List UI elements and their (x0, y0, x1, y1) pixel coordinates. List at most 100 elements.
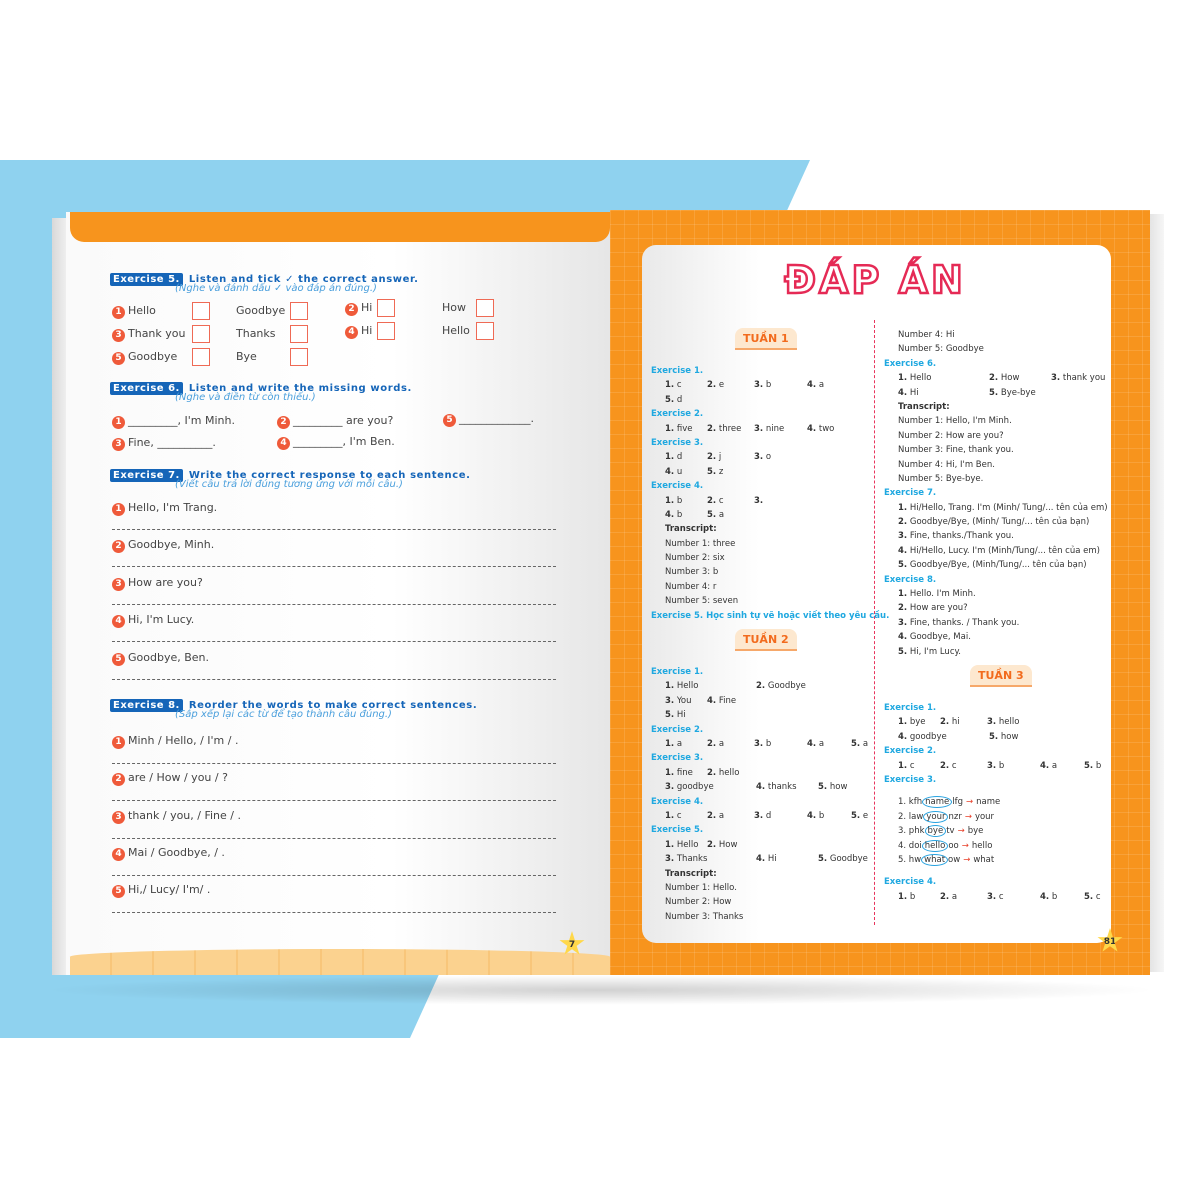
answer-line[interactable] (112, 641, 556, 642)
item-text: Thank you (128, 327, 186, 340)
item-text: Goodbye, Ben. (128, 651, 210, 664)
exercise-header: Exercise 8. Reorder the words to make cor… (110, 693, 477, 712)
reorder-item: 1 Minh / Hello, / I'm / . (112, 734, 238, 749)
number-badge: 3 (112, 578, 125, 591)
answer-item: 4. Fine (707, 695, 737, 706)
answer-row: 3. Thanks 4. Hi 5. Goodbye (651, 852, 871, 866)
fill-in-item: 3 Fine, __________. (112, 436, 216, 451)
answer-text: Number 3: Fine, thank you. (898, 445, 1014, 456)
reorder-item: 3 thank / you, / Fine / . (112, 809, 241, 824)
item-text: Hello (128, 304, 156, 317)
answer-row: 1. fine 2. hello (651, 766, 871, 780)
option-text: Hello (442, 324, 470, 337)
circled-word: hello (921, 839, 949, 852)
exercise-subtitle: (Viết câu trả lời đúng tương ứng với mỗi… (175, 479, 403, 490)
tick-checkbox[interactable] (290, 348, 308, 366)
exercise-header: Exercise 7. Write the correct response to… (110, 463, 471, 482)
answer-item: 1. five (665, 423, 693, 434)
item-number: 4. (898, 387, 908, 398)
item-number: 1. (898, 373, 908, 384)
answer-row: 1. d 2. j 3. o (651, 450, 871, 464)
tick-checkbox[interactable] (290, 302, 308, 320)
item-number: 4. (807, 810, 817, 821)
exercise-heading: Exercise 3. (651, 437, 704, 448)
item-number: 3. (987, 760, 997, 771)
answer-line[interactable] (112, 763, 556, 764)
number-badge: 1 (112, 503, 125, 516)
answer-item: 5. c (1084, 891, 1101, 902)
item-number: 4. (898, 632, 908, 643)
answer-item: 4. a (807, 738, 825, 749)
tick-checkbox[interactable] (192, 302, 210, 320)
exercise-heading: Exercise 2. (651, 409, 704, 420)
item-text: Mai / Goodbye, / . (128, 846, 225, 859)
answer-row: 1. c 2. a 3. d 4. b 5. e (651, 809, 871, 823)
item-number: 4. (756, 854, 766, 865)
item-number: 3. (754, 380, 764, 391)
answer-line[interactable] (112, 679, 556, 680)
answer-text: Number 1: Hello. (665, 882, 737, 893)
tick-checkbox[interactable] (476, 299, 494, 317)
answer-row: 1. Hello 2. How 3. thank you (884, 371, 1106, 385)
tick-checkbox[interactable] (377, 299, 395, 317)
week-heading: TUẦN 3 (884, 659, 1106, 701)
item-number: 4. (1040, 891, 1050, 902)
number-badge: 4 (277, 437, 290, 450)
tick-checkbox[interactable] (192, 325, 210, 343)
answer-item: 5. d (665, 394, 683, 405)
answer-line[interactable] (112, 566, 556, 567)
item-text: Hello, I'm Trang. (128, 501, 218, 514)
option-text: Bye (236, 350, 257, 363)
left-page-header-band (70, 212, 610, 242)
answer-line[interactable] (112, 604, 556, 605)
arrow-icon: → (957, 826, 965, 837)
found-word: your (974, 811, 995, 822)
exercise-heading: Exercise 2. (884, 746, 937, 757)
number-badge: 3 (112, 438, 125, 451)
left-page (66, 212, 610, 975)
answer-line[interactable] (112, 529, 556, 530)
item-number: 4. (1040, 760, 1050, 771)
exercise-subtitle: (Sắp xếp lại các từ để tạo thành câu đún… (175, 709, 392, 720)
fill-in-item: 5 _____________. (443, 412, 534, 427)
answer-item: 4. u (665, 466, 683, 477)
answer-item: 5. a (707, 509, 725, 520)
item-number: 1. (665, 452, 675, 463)
answer-line[interactable] (112, 838, 556, 839)
exercise-heading: Exercise 7. (884, 488, 937, 499)
suffix: ow (948, 854, 961, 865)
exercise-heading: Exercise 1. (651, 366, 704, 376)
item-number: 5. (707, 509, 717, 520)
tick-checkbox[interactable] (476, 322, 494, 340)
tick-checkbox[interactable] (192, 348, 210, 366)
exercise-header: Exercise 5. Listen and tick ✓ the correct… (110, 267, 419, 286)
answer-line[interactable] (112, 800, 556, 801)
fill-in-item: 2 _________ are you? (277, 414, 393, 429)
answer-item: 2. hi (940, 717, 960, 728)
answer-item: 5. how (989, 731, 1019, 742)
answer-row: 4. u 5. z (651, 465, 871, 479)
answer-line[interactable] (112, 912, 556, 913)
tick-checkbox[interactable] (377, 322, 395, 340)
left-page-edge (52, 218, 68, 975)
exercise-subtitle: (Nghe và đánh dấu ✓ vào đáp án đúng.) (175, 283, 377, 294)
answer-item: 3. b (987, 760, 1005, 771)
answer-line[interactable] (112, 875, 556, 876)
item-text: Goodbye, Minh. (128, 538, 215, 551)
item-number: 2. (756, 681, 766, 692)
item-number: 4. (756, 782, 766, 793)
week-label: TUẦN 3 (970, 664, 1032, 687)
exercise-heading: Exercise 4. (884, 877, 937, 888)
exercise-heading: Exercise 1. (651, 667, 704, 678)
answer-text: 4. Hi/Hello, Lucy. I'm (Minh/Tung/... tê… (898, 545, 1100, 556)
arrow-icon: → (961, 840, 969, 851)
answer-item: 5. a (851, 738, 869, 749)
item-number: 1. (898, 717, 908, 728)
item-text: _________ are you? (293, 414, 394, 427)
tick-checkbox[interactable] (290, 325, 308, 343)
response-item: 4 Hi, I'm Lucy. (112, 613, 194, 628)
item-number: 3. (898, 531, 908, 542)
transcript-label: Transcript: (665, 524, 717, 535)
answer-item: 2. c (940, 760, 957, 771)
item-number: 4. (807, 738, 817, 749)
